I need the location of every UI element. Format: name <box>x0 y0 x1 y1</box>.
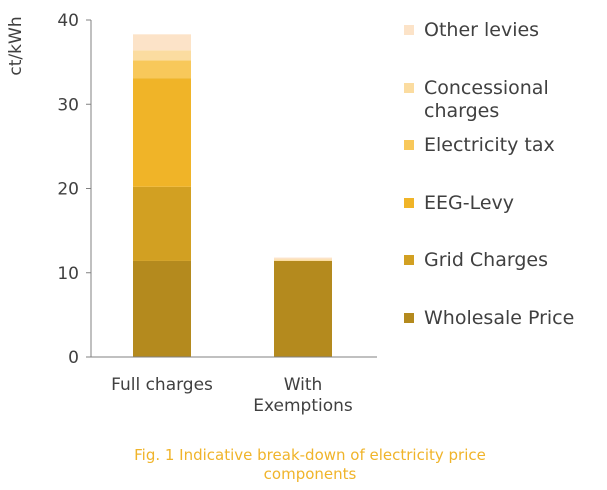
figure-caption: Fig. 1 Indicative break-down of electric… <box>60 446 560 484</box>
bar-segment <box>133 34 191 51</box>
bar-segment <box>274 257 332 260</box>
bar-segment <box>133 50 191 61</box>
legend-label: Electricity tax <box>424 134 555 156</box>
x-category-label: Full charges <box>111 375 213 395</box>
y-tick-label: 0 <box>68 348 79 368</box>
legend-label: Grid Charges <box>424 249 548 271</box>
y-tick-label: 10 <box>57 264 79 284</box>
caption-line-2: components <box>263 465 357 483</box>
bar-segment <box>133 60 191 79</box>
bar-segment <box>133 260 191 357</box>
legend-label: Concessional <box>424 77 549 99</box>
y-tick-label: 20 <box>57 180 79 200</box>
bar-segment <box>274 260 332 357</box>
x-category-label: With <box>284 375 323 395</box>
legend-swatch <box>404 198 414 208</box>
legend-swatch <box>404 25 414 35</box>
legend-label: EEG-Levy <box>424 192 514 214</box>
legend-swatch <box>404 255 414 265</box>
legend-swatch <box>404 140 414 150</box>
legend-label: Other levies <box>424 19 539 41</box>
bar-group <box>133 34 332 357</box>
legend-label: charges <box>424 100 499 122</box>
bar-segment <box>274 259 332 261</box>
legend-swatch <box>404 83 414 93</box>
bar-segment <box>133 78 191 187</box>
legend-swatch <box>404 313 414 323</box>
legend-label: Wholesale Price <box>424 307 574 329</box>
y-tick-label: 30 <box>57 95 79 115</box>
y-tick-label: 40 <box>57 11 79 31</box>
caption-line-1: Fig. 1 Indicative break-down of electric… <box>134 446 486 464</box>
y-axis-title: ct/kWh <box>6 16 26 75</box>
x-category-label: Exemptions <box>253 396 353 416</box>
bar-segment <box>133 186 191 261</box>
